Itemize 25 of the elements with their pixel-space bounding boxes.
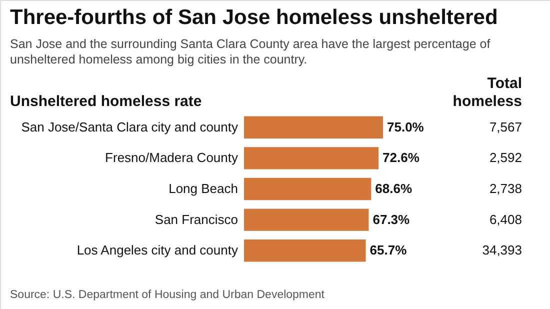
- chart-title: Three-fourths of San Jose homeless unsheltered: [10, 6, 498, 29]
- text: 6,408: [489, 212, 522, 227]
- text: Total homeless: [452, 75, 522, 110]
- data-label: 75.0%: [387, 119, 424, 134]
- bar: [244, 116, 383, 138]
- bar: [244, 208, 369, 231]
- text: 2,592: [489, 150, 522, 166]
- bar: [244, 240, 366, 262]
- source-note: Source: U.S. Department of Housing and Urban Development: [10, 289, 326, 301]
- text: 34,393: [482, 242, 522, 258]
- text: 7,567: [489, 119, 522, 134]
- data-label: 72.6%: [382, 150, 420, 166]
- text: 2,738: [489, 181, 522, 196]
- chart-subtitle: San Jose and the surrounding Santa Clara County area have the largest percentage of unsheltered homeless among big cities in the country.: [10, 37, 491, 66]
- data-label: 68.6%: [375, 181, 412, 196]
- data-label: 65.7%: [370, 242, 408, 258]
- y-tick-label: Los Angeles city and county: [76, 242, 238, 258]
- y-tick-label: San Jose/Santa Clara city and county: [21, 119, 238, 134]
- y-tick-label: Long Beach: [168, 181, 238, 196]
- y-axis-title: Unsheltered homeless rate: [10, 93, 202, 110]
- bar: [244, 147, 379, 170]
- data-label: 67.3%: [372, 212, 410, 227]
- y-tick-label: San Francisco: [154, 212, 238, 227]
- bar: [244, 178, 372, 200]
- y-tick-label: Fresno/Madera County: [105, 150, 238, 166]
